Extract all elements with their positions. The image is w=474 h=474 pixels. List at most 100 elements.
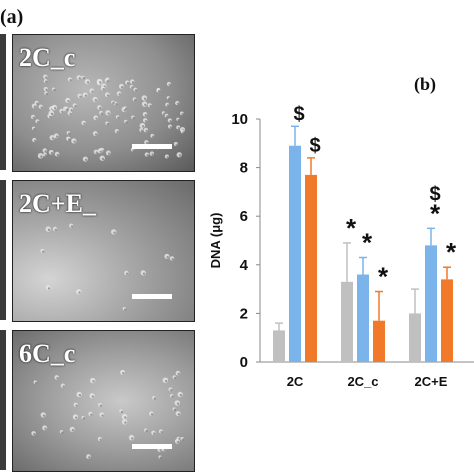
micrograph-6c-c: 6C_c: [12, 330, 195, 472]
cell-shadow: [44, 150, 47, 153]
cell-shadow: [73, 140, 76, 143]
significance-marker: *: [430, 198, 441, 228]
cell-shadow: [144, 119, 148, 123]
cell-shadow: [159, 449, 162, 452]
bar: [441, 279, 453, 362]
cell-shadow: [177, 118, 180, 122]
cell-shadow: [99, 404, 102, 407]
cell-shadow: [171, 395, 174, 398]
cell-shadow: [149, 104, 152, 108]
cell-shadow: [173, 408, 177, 411]
cell-shadow: [123, 308, 127, 311]
cell-shadow: [166, 115, 169, 118]
cell-shadow: [124, 416, 127, 419]
cell-shadow: [131, 437, 134, 440]
bar: [373, 320, 385, 362]
micrograph-edge: [0, 34, 6, 170]
cell-shadow: [33, 127, 36, 131]
cell-shadow: [175, 143, 178, 147]
cell-shadow: [94, 133, 98, 136]
cell-shadow: [66, 108, 69, 111]
cell-shadow: [82, 76, 85, 80]
cell-shadow: [95, 117, 98, 120]
cell-shadow: [95, 151, 98, 154]
cell-shadow: [167, 97, 171, 100]
cell-shadow: [32, 116, 36, 119]
cell-shadow: [113, 231, 116, 234]
cell-shadow: [176, 402, 180, 405]
micrograph-edge: [0, 330, 6, 470]
cell-shadow: [49, 115, 52, 119]
cell-shadow: [92, 380, 95, 383]
cell-shadow: [120, 410, 124, 414]
cell-shadow: [50, 151, 54, 155]
significance-marker: $: [429, 183, 440, 205]
cell-shadow: [45, 92, 49, 96]
cell-shadow: [178, 154, 182, 157]
cell-shadow: [177, 372, 180, 376]
cell-shadow: [159, 456, 163, 459]
cell-shadow: [166, 104, 170, 107]
cell-shadow: [115, 103, 118, 106]
cell-shadow: [153, 432, 156, 435]
cell-shadow: [168, 83, 171, 87]
cell-shadow: [117, 116, 120, 119]
cell-shadow: [94, 99, 98, 102]
cell-shadow: [151, 153, 154, 156]
cell-shadow: [84, 158, 88, 162]
cell-shadow: [102, 88, 105, 91]
cell-shadow: [166, 156, 169, 159]
y-tick-label: 2: [240, 305, 248, 322]
cell-shadow: [44, 427, 47, 430]
bar: [289, 145, 301, 362]
cell-shadow: [90, 413, 93, 416]
cell-shadow: [86, 81, 90, 84]
cell-shadow: [116, 130, 119, 134]
cell-shadow: [164, 379, 168, 383]
cell-shadow: [106, 80, 109, 83]
panel-b-label: (b): [414, 74, 436, 94]
cell-shadow: [169, 126, 173, 129]
cell-shadow: [107, 152, 111, 155]
cell-shadow: [36, 120, 40, 124]
cell-shadow: [36, 102, 39, 105]
cell-shadow: [144, 113, 147, 117]
cell-shadow: [142, 272, 146, 275]
cell-shadow: [91, 90, 94, 93]
cell-shadow: [91, 395, 95, 398]
scale-bar: [132, 144, 172, 149]
bar: [305, 174, 317, 362]
cell-shadow: [33, 105, 37, 108]
cell-shadow: [47, 287, 51, 290]
cell-shadow: [67, 138, 71, 141]
cell-shadow: [99, 150, 103, 153]
cell-shadow: [61, 110, 64, 114]
cell-shadow: [74, 104, 77, 108]
cell-shadow: [34, 381, 38, 385]
cell-shadow: [134, 89, 138, 92]
cell-shadow: [118, 93, 121, 96]
cell-shadow: [145, 129, 148, 133]
micrograph-2c-c: 2C_c: [12, 34, 195, 172]
cell-shadow: [177, 413, 181, 416]
cell-shadow: [160, 430, 163, 434]
cell-shadow: [33, 139, 37, 143]
cell-shadow: [101, 157, 105, 161]
cell-shadow: [176, 102, 180, 105]
cell-shadow: [56, 377, 59, 380]
cell-shadow: [75, 404, 78, 407]
micrograph-label: 6C_c: [19, 339, 76, 368]
cell-shadow: [44, 154, 48, 157]
micrograph-label: 2C_c: [19, 43, 76, 72]
cell-shadow: [124, 107, 128, 111]
cell-shadow: [112, 101, 115, 105]
significance-marker: *: [362, 228, 373, 258]
cell-shadow: [84, 94, 88, 97]
cell-shadow: [70, 225, 74, 228]
cell-shadow: [126, 82, 130, 85]
cell-shadow: [79, 95, 82, 98]
cell-shadow: [50, 112, 54, 116]
cell-shadow: [143, 97, 147, 100]
significance-marker: *: [446, 237, 457, 267]
cell-shadow: [51, 137, 55, 140]
